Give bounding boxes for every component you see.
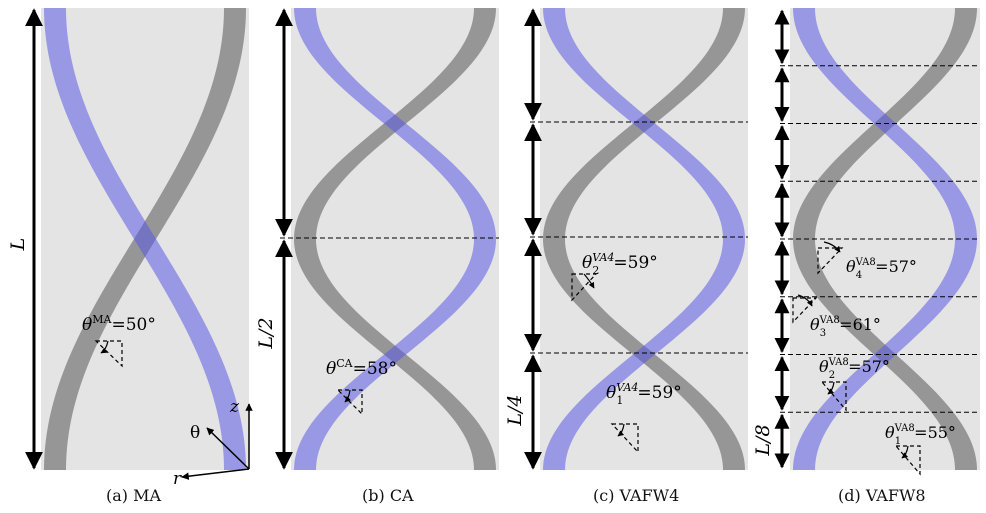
panel-ma: L θMA=50° z θ r (7, 8, 253, 489)
angle-arc (827, 381, 835, 395)
angle-triangle (817, 247, 844, 275)
panel-vafw4-background (540, 8, 748, 470)
theta-axis-label: θ (190, 423, 200, 443)
r-axis-label: r (173, 469, 182, 489)
angle-triangle (571, 273, 598, 302)
panel-vafw8-span-label: L/8 (752, 424, 774, 456)
panel-vafw8-angle-4: θVA8 4 =57° (817, 241, 917, 281)
angle-arc (617, 423, 625, 437)
panel-ca-angle-1: θCA=58° (326, 357, 397, 416)
angle-label: θVA8 3 =61° (810, 315, 881, 339)
z-axis-label: z (229, 397, 240, 417)
r-axis (181, 468, 250, 480)
panel-vafw4: L/4 θVA4 2 =59° θVA4 1 =59° (504, 8, 748, 470)
caption-vafw8: (d) VAFW8 (838, 486, 926, 505)
panel-vafw8-angle-3: θVA8 3 =61° (792, 294, 881, 339)
caption-vafw4: (c) VAFW4 (593, 486, 680, 505)
blue-helix-strip (543, 8, 745, 470)
panel-ca-helix (294, 8, 496, 470)
angle-label: θMA=50° (82, 313, 156, 335)
panel-vafw8-angle-2: θVA8 2 =57° (819, 357, 890, 412)
panel-ca-span-label: L/2 (255, 317, 277, 349)
gray-helix-strip (543, 8, 745, 470)
angle-triangle (94, 340, 123, 368)
panel-vafw4-angle-1: θVA4 1 =59° (606, 381, 682, 454)
angle-label: θVA8 2 =57° (819, 357, 890, 381)
angle-arc (901, 445, 909, 459)
panel-ca-background (291, 8, 499, 470)
panel-ma-angle-1: θMA=50° (82, 313, 156, 368)
panel-ma-span-label: L (7, 238, 29, 252)
panel-vafw8: L/8 θVA8 4 =57° θVA8 3 =61° θVA8 2 =57° (752, 8, 980, 476)
caption-ca: (b) CA (362, 486, 414, 505)
blue-helix-strip (44, 8, 246, 470)
panel-vafw4-helix (543, 8, 745, 470)
panel-vafw8-helix (793, 8, 977, 470)
gray-helix-strip (793, 8, 977, 470)
panel-vafw4-span-label: L/4 (504, 394, 526, 426)
angle-arc (823, 241, 841, 253)
blue-helix-strip (294, 8, 496, 470)
angle-arc (100, 340, 109, 354)
panel-vafw8-dashed-dividers (780, 65, 980, 413)
panel-vafw4-angle-2: θVA4 2 =59° (571, 251, 658, 302)
angle-triangle (820, 381, 847, 412)
caption-ma: (a) MA (106, 486, 162, 505)
panel-ma-helix (44, 8, 246, 470)
angle-label: θVA4 1 =59° (606, 381, 682, 407)
panel-ca: L/2 θCA=58° (255, 8, 499, 470)
theta-axis (206, 427, 250, 470)
angle-arc (344, 389, 351, 403)
angle-label: θCA=58° (326, 357, 397, 379)
axes-triad: z θ r (173, 397, 253, 489)
gray-helix-strip (294, 8, 496, 470)
angle-triangle (610, 423, 639, 454)
panel-vafw8-angle-1: θVA8 1 =55° (885, 423, 956, 476)
angle-arc (583, 273, 595, 289)
angle-label: θVA8 1 =55° (885, 423, 956, 447)
angle-label: θVA8 4 =57° (846, 257, 917, 281)
angle-label: θVA4 2 =59° (582, 251, 658, 277)
angle-arc (797, 294, 813, 307)
angle-triangle (894, 445, 921, 476)
blue-helix-strip (793, 8, 977, 470)
